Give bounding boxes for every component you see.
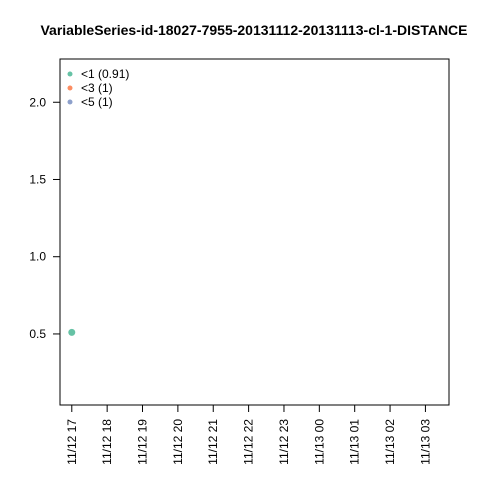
- x-tick-label: 11/12 22: [242, 419, 256, 465]
- plot-area: [59, 58, 450, 406]
- legend-marker: [67, 99, 73, 105]
- legend-marker: [67, 71, 73, 77]
- y-tick-label: 0.5: [29, 327, 46, 341]
- legend-label: <1 (0.91): [81, 67, 129, 81]
- legend-label: <5 (1): [81, 95, 113, 109]
- x-tick-label: 11/13 00: [312, 419, 326, 465]
- x-tick-label: 11/13 01: [348, 419, 362, 465]
- y-tick-label: 2.0: [29, 95, 46, 109]
- x-tick-label: 11/12 21: [206, 419, 220, 465]
- chart-title: VariableSeries-id-18027-7955-20131112-20…: [40, 22, 467, 38]
- x-axis: 11/12 17 11/12 18 11/12 19 11/12 20 11/12 21…: [65, 405, 432, 465]
- x-tick-label: 11/12 20: [171, 419, 185, 465]
- legend: <1 (0.91)<3 (1)<5 (1): [67, 67, 129, 109]
- legend-label: <3 (1): [81, 81, 113, 95]
- x-tick-label: 11/12 19: [136, 419, 150, 465]
- data-point: [68, 328, 76, 336]
- y-axis: 0.5 1.0 1.5 2.0: [29, 95, 60, 341]
- x-tick-label: 11/12 18: [100, 419, 114, 465]
- y-tick-label: 1.5: [29, 172, 46, 186]
- y-tick-label: 1.0: [29, 250, 46, 264]
- x-tick-label: 11/13 03: [418, 419, 432, 465]
- x-tick-label: 11/12 17: [65, 419, 79, 465]
- x-tick-label: 11/12 23: [277, 419, 291, 465]
- x-tick-label: 11/13 02: [383, 419, 397, 465]
- data-points: [68, 328, 76, 336]
- legend-marker: [67, 85, 73, 91]
